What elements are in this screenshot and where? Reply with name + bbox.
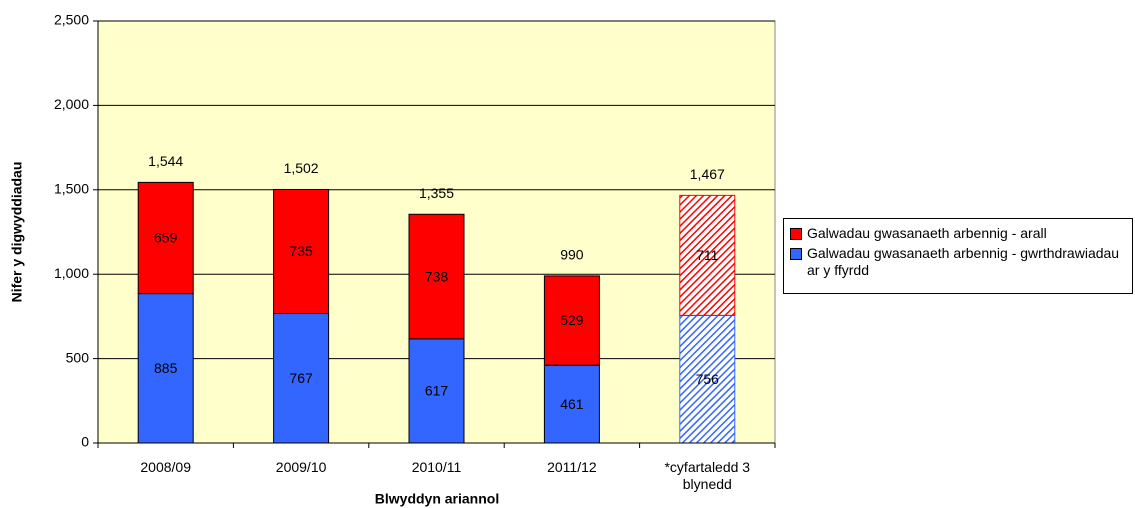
value-label: 659 bbox=[154, 230, 178, 246]
legend-label: Galwadau gwasanaeth arbennig - gwrthdraw… bbox=[807, 245, 1120, 278]
value-label: 711 bbox=[696, 247, 719, 263]
x-axis-title: Blwyddyn ariannol bbox=[375, 491, 499, 507]
legend-label: Galwadau gwasanaeth arbennig - arall bbox=[807, 225, 1047, 241]
legend-item: Galwadau gwasanaeth arbennig - arall bbox=[790, 225, 1128, 242]
legend-item: Galwadau gwasanaeth arbennig - gwrthdraw… bbox=[790, 245, 1128, 279]
x-tick-label: 2008/09 bbox=[140, 459, 191, 475]
bar-segment bbox=[408, 213, 465, 340]
value-label: 767 bbox=[289, 370, 313, 386]
bar-segment bbox=[137, 293, 194, 444]
bar-segment bbox=[679, 314, 736, 444]
value-label: 529 bbox=[560, 312, 584, 328]
bar-segment bbox=[408, 338, 465, 444]
total-label: 1,355 bbox=[419, 185, 454, 201]
bar-segment bbox=[679, 194, 736, 316]
total-label: 1,502 bbox=[284, 160, 319, 176]
value-label: 756 bbox=[696, 371, 720, 387]
total-label: 1,544 bbox=[148, 153, 183, 169]
bar-segment bbox=[543, 364, 600, 444]
value-label: 735 bbox=[289, 243, 313, 259]
bar-segment bbox=[543, 275, 600, 366]
legend-swatch bbox=[790, 228, 802, 240]
x-tick-label: 2011/12 bbox=[547, 459, 597, 475]
bar-segment bbox=[273, 188, 330, 315]
value-label: 617 bbox=[425, 383, 449, 399]
x-tick-label: 2009/10 bbox=[275, 459, 327, 475]
legend-swatch bbox=[790, 248, 802, 260]
y-axis-title: Nifer y digwyddiadau bbox=[9, 162, 25, 303]
total-label: 990 bbox=[560, 247, 584, 263]
x-tick-label: 2010/11 bbox=[411, 459, 462, 475]
y-tick-label: 1,000 bbox=[54, 265, 89, 281]
y-tick-label: 1,500 bbox=[54, 181, 89, 197]
y-tick-label: 2,500 bbox=[54, 12, 89, 28]
value-label: 461 bbox=[560, 396, 584, 412]
legend: Galwadau gwasanaeth arbennig - arall Galw… bbox=[783, 218, 1133, 294]
y-tick-label: 2,000 bbox=[54, 96, 89, 112]
value-label: 885 bbox=[154, 360, 178, 376]
bar-segment bbox=[137, 181, 194, 295]
total-label: 1,467 bbox=[690, 166, 725, 182]
y-tick-label: 0 bbox=[81, 434, 89, 450]
x-tick-label: *cyfartaledd 3 blynedd bbox=[664, 459, 751, 492]
value-label: 738 bbox=[425, 268, 449, 284]
y-tick-label: 500 bbox=[66, 349, 90, 365]
